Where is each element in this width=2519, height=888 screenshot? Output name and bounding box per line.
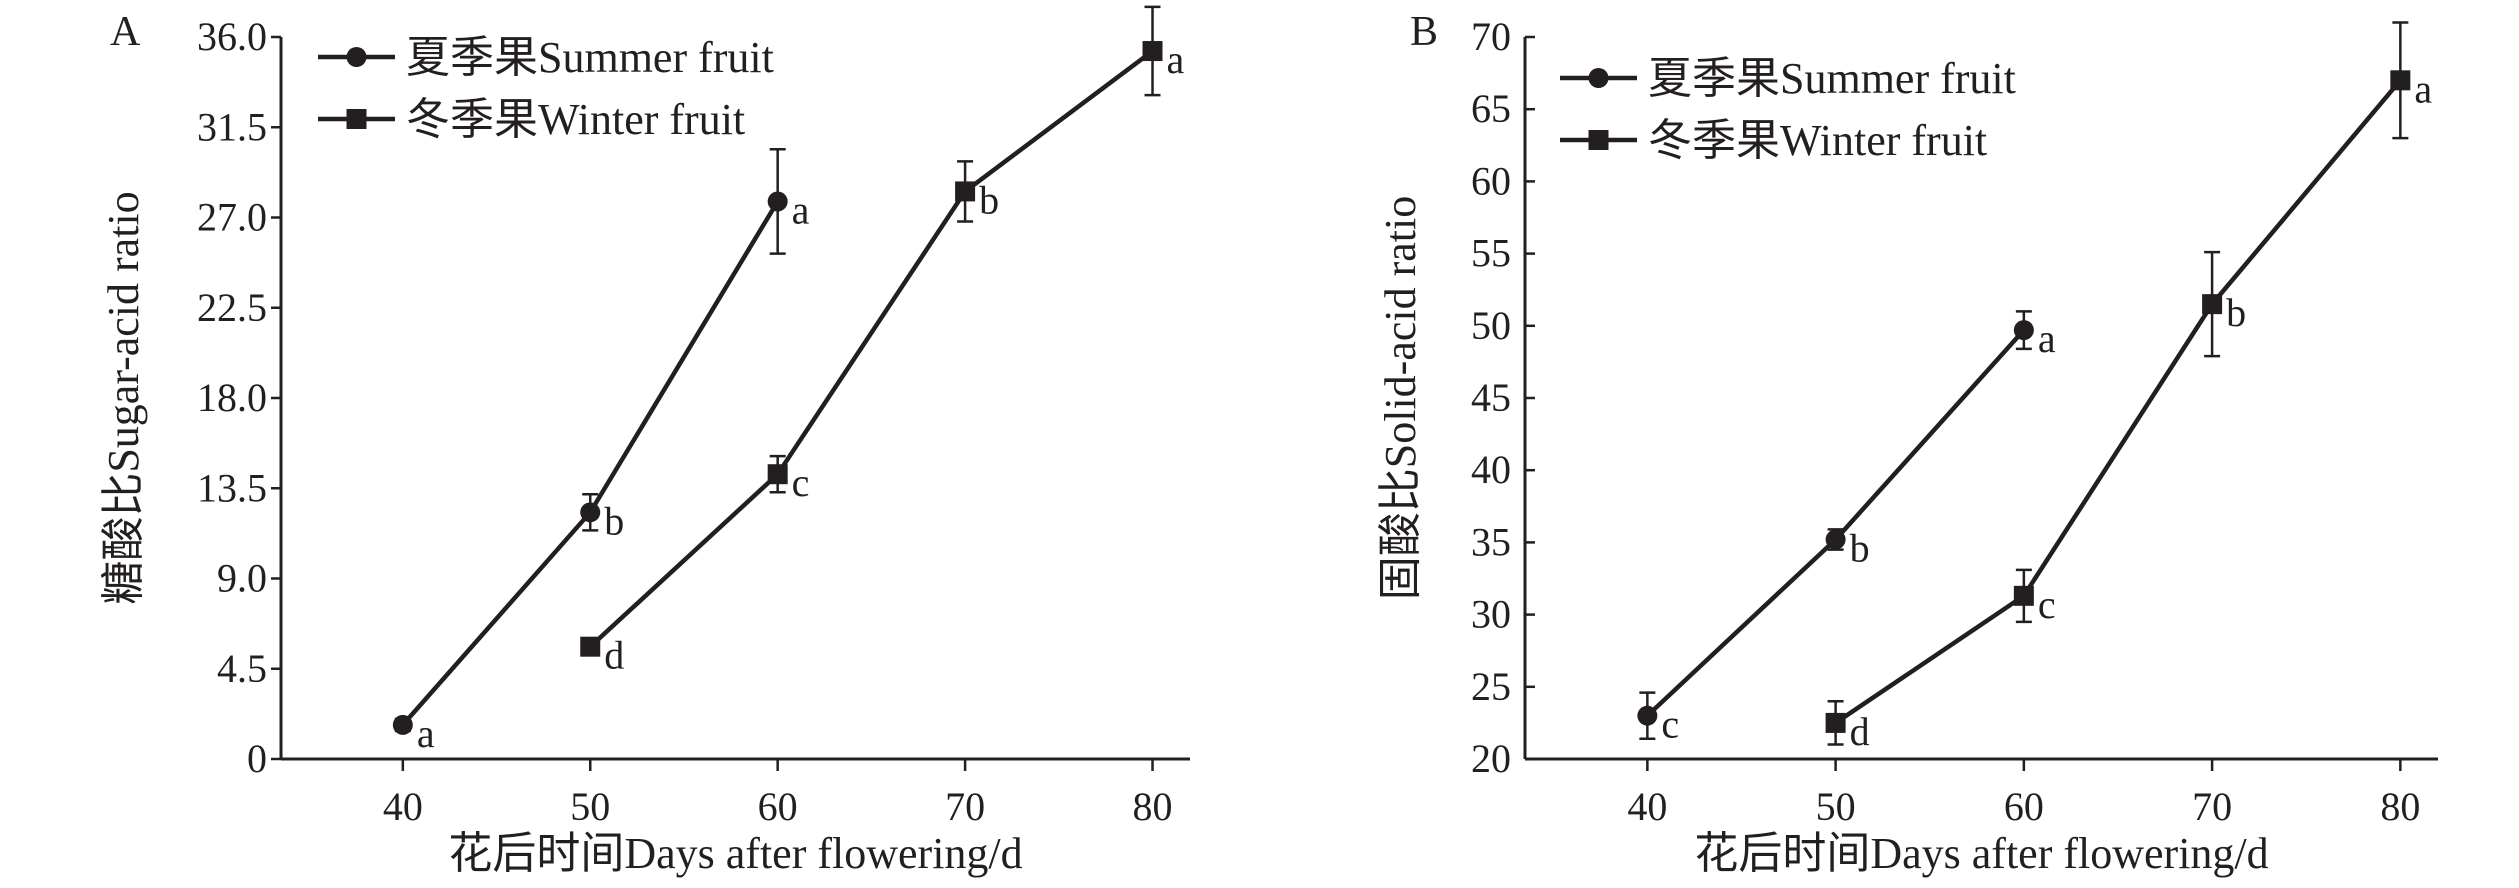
significance-label: b	[979, 177, 999, 222]
significance-label: c	[1661, 702, 1679, 747]
panel-letter: B	[1410, 9, 1438, 55]
data-point	[1637, 705, 1658, 726]
panel-a-chart: A 0 4.5 9.0 13.5 18.0 22.5 27.0 31.5 36.0 40 50 60 70…	[99, 5, 1190, 878]
data-point	[2013, 320, 2034, 341]
x-tick-label: 70	[945, 784, 985, 829]
x-tick-label: 80	[2380, 784, 2420, 829]
legend-label: 夏季果Summer fruit	[406, 33, 774, 82]
y-tick-label: 27.0	[197, 195, 267, 240]
y-axis-title: 固酸比Solid-acid ratio	[1376, 196, 1425, 601]
legend-marker	[346, 47, 367, 67]
data-point	[392, 714, 413, 735]
y-tick-label: 30	[1471, 592, 1511, 637]
legend-label: 夏季果Summer fruit	[1648, 54, 2016, 103]
data-point	[2013, 585, 2034, 606]
y-tick-label: 36.0	[197, 14, 267, 59]
significance-label: c	[2038, 582, 2056, 627]
significance-label: b	[2226, 290, 2246, 335]
data-point	[580, 636, 601, 657]
significance-label: b	[604, 498, 624, 543]
significance-label: a	[792, 187, 810, 232]
data-point	[580, 502, 601, 523]
significance-label: d	[604, 633, 624, 678]
legend-label: 冬季果Winter fruit	[406, 95, 745, 144]
y-tick-label: 0	[247, 736, 267, 781]
x-tick-label: 80	[1133, 784, 1173, 829]
panel-letter: A	[110, 9, 141, 55]
legend-label: 冬季果Winter fruit	[1648, 116, 1987, 165]
y-tick-label: 20	[1471, 736, 1511, 781]
significance-label: a	[1167, 37, 1185, 82]
significance-label: b	[1850, 526, 1870, 571]
significance-label: a	[417, 711, 435, 756]
x-axis-title: 花后时间Days after flowering/d	[1694, 829, 2268, 878]
y-tick-label: 40	[1471, 447, 1511, 492]
data-point	[2390, 70, 2411, 91]
x-tick-label: 40	[383, 784, 423, 829]
x-tick-label: 60	[2004, 784, 2044, 829]
legend-marker	[1588, 68, 1609, 88]
significance-label: a	[2038, 316, 2056, 361]
y-tick-label: 60	[1471, 158, 1511, 203]
significance-label: a	[2414, 66, 2432, 111]
y-tick-label: 13.5	[197, 465, 267, 510]
data-point	[955, 181, 976, 202]
x-tick-label: 50	[570, 784, 610, 829]
series-line-winter	[588, 49, 1154, 649]
y-tick-label: 35	[1471, 519, 1511, 564]
data-point	[767, 191, 788, 212]
y-tick-label: 70	[1471, 14, 1511, 59]
y-tick-label: 18.0	[197, 375, 267, 420]
x-tick-label: 60	[758, 784, 798, 829]
y-tick-label: 50	[1471, 303, 1511, 348]
y-tick-label: 55	[1471, 231, 1511, 276]
y-tick-label: 22.5	[197, 285, 267, 330]
x-tick-label: 70	[2192, 784, 2232, 829]
panel-b-chart: B 20 25 30 35 40 45 50 55 60 65 70 40 50 60 70 80 花后时间Day…	[1376, 9, 2438, 878]
x-tick-label: 50	[1816, 784, 1856, 829]
series-line-summer	[1645, 328, 2026, 718]
y-axis-title: 糖酸比Sugar-acid ratio	[99, 191, 148, 604]
legend-marker	[1588, 130, 1609, 150]
significance-label: d	[1850, 709, 1870, 754]
data-point	[1142, 41, 1163, 62]
y-tick-label: 65	[1471, 86, 1511, 131]
x-tick-label: 40	[1627, 784, 1667, 829]
y-tick-label: 31.5	[197, 104, 267, 149]
significance-label: c	[792, 460, 810, 505]
y-tick-label: 4.5	[217, 646, 267, 691]
data-point	[1825, 712, 1846, 733]
data-point	[1825, 529, 1846, 550]
y-tick-label: 45	[1471, 375, 1511, 420]
x-axis-title: 花后时间Days after flowering/d	[448, 829, 1022, 878]
data-point	[2202, 294, 2223, 315]
legend-marker	[346, 109, 367, 129]
y-tick-label: 9.0	[217, 556, 267, 601]
y-tick-label: 25	[1471, 664, 1511, 709]
data-point	[767, 464, 788, 485]
series-line-winter	[1834, 78, 2403, 725]
